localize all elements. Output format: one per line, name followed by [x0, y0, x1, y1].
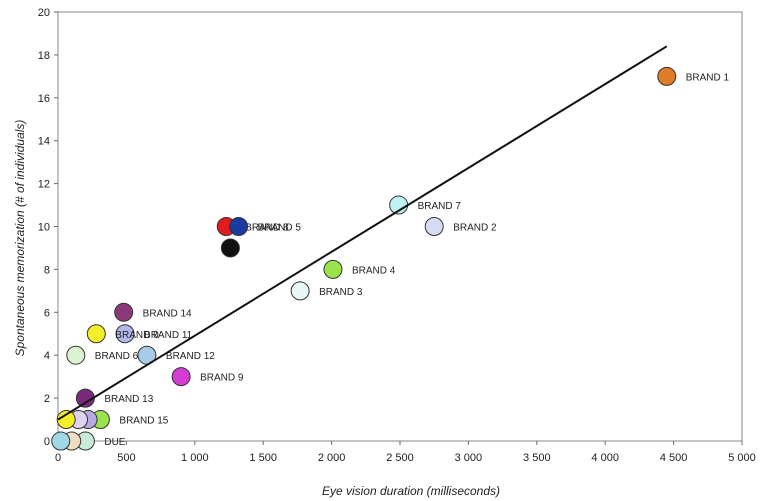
point-label: BRAND 4 — [352, 265, 396, 276]
x-tick-label: 0 — [55, 452, 61, 464]
data-point — [220, 238, 240, 258]
x-tick-label: 5 000 — [728, 452, 756, 464]
point-label: BRAND 8 — [245, 223, 289, 234]
point-label: BRAND 9 — [200, 373, 244, 384]
point-label: BRAND 12 — [166, 351, 215, 362]
y-tick-label: 12 — [38, 179, 50, 191]
point-label: BRAND 3 — [319, 287, 363, 298]
point-label: BRAND 7 — [418, 201, 462, 212]
point-label: DUE — [104, 437, 125, 448]
x-tick-label: 1 000 — [181, 452, 209, 464]
y-tick-label: 8 — [44, 264, 50, 276]
data-point — [115, 324, 135, 344]
point-label: BRAND 13 — [104, 394, 153, 405]
data-point — [657, 66, 677, 86]
y-tick-label: 0 — [44, 436, 50, 448]
point-label: BRAND 15 — [119, 416, 168, 427]
y-tick-label: 20 — [38, 7, 50, 19]
plot-area: 0 500 1 000 1 500 2 000 2 500 3 000 3 500 4 000 4… — [38, 7, 756, 464]
plot-frame — [57, 11, 743, 442]
point-label: BRAND 5 — [258, 223, 302, 234]
y-axis-title: Spontaneous memorization (# of individua… — [13, 120, 27, 357]
y-tick-label: 14 — [38, 136, 50, 148]
data-point — [171, 367, 191, 387]
data-point — [86, 324, 106, 344]
point-label: BRAND 6 — [95, 351, 139, 362]
data-point — [56, 410, 76, 430]
trend-line — [57, 45, 668, 421]
data-point — [66, 345, 86, 365]
y-tick-label: 2 — [44, 393, 50, 405]
data-point — [51, 431, 71, 451]
data-point — [114, 302, 134, 322]
x-tick-label: 2 000 — [318, 452, 346, 464]
point-label: BRAND 14 — [143, 308, 192, 319]
y-axis-label: Spontaneous memorization (# of individua… — [13, 120, 27, 357]
data-point — [424, 217, 444, 236]
x-tick-label: 3 500 — [523, 452, 551, 464]
point-label: BRAND 2 — [453, 223, 497, 234]
x-tick-label: 1 500 — [249, 452, 277, 464]
y-tick-label: 10 — [38, 222, 50, 234]
y-tick-label: 18 — [38, 50, 50, 62]
point-label: BRAND 11 — [144, 330, 193, 341]
y-tick-label: 6 — [44, 307, 50, 319]
x-axis-label: Eye vision duration (milliseconds) — [322, 484, 500, 498]
point-label: BRAND 1 — [686, 72, 730, 83]
y-tick-label: 4 — [44, 350, 50, 362]
x-tick-label: 4 000 — [591, 452, 619, 464]
y-tick-label: 16 — [38, 93, 50, 105]
x-tick-label: 2 500 — [386, 452, 414, 464]
data-point — [290, 281, 310, 301]
x-tick-label: 4 500 — [660, 452, 688, 464]
point-label: BRAND 0 — [115, 330, 159, 341]
data-point — [323, 259, 343, 279]
data-point — [229, 217, 249, 236]
x-tick-label: 3 000 — [455, 452, 483, 464]
x-tick-label: 500 — [117, 452, 135, 464]
